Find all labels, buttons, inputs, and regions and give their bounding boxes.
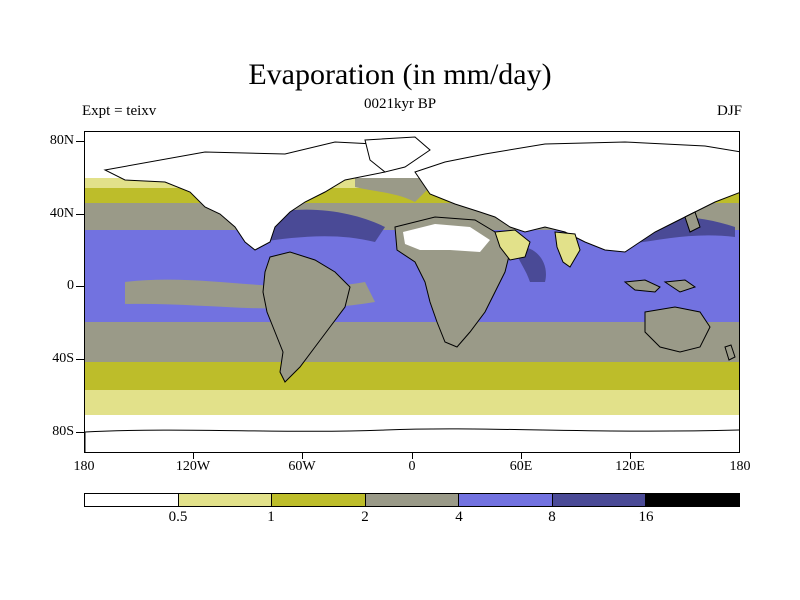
y-tick-label: 40N (49, 206, 74, 221)
plot-title: Evaporation (in mm/day) (248, 58, 552, 91)
x-tick-label: 0 (408, 459, 416, 474)
colorbar-segment (459, 494, 553, 506)
x-tick-label: 60E (509, 459, 533, 474)
season-label: DJF (716, 103, 742, 119)
x-tick-label: 180 (73, 459, 95, 474)
colorbar-label: 8 (548, 509, 556, 525)
y-tick (76, 432, 84, 433)
x-tick-label: 180 (729, 459, 751, 474)
eurasia (414, 141, 739, 253)
south-america (262, 251, 351, 383)
indonesia (623, 279, 661, 293)
plot-subtitle: 0021kyr BP (363, 96, 437, 112)
y-tick (76, 214, 84, 215)
x-tick-label: 120W (175, 459, 211, 474)
colorbar-label: 0.5 (168, 509, 188, 525)
continents (85, 136, 739, 452)
colorbar-segment (178, 494, 273, 506)
north-america (103, 141, 417, 251)
australia (644, 306, 711, 353)
x-tick (521, 453, 522, 459)
x-tick (630, 453, 631, 459)
colorbar (84, 493, 740, 507)
india (554, 231, 581, 268)
greenland (364, 136, 431, 173)
arabia (494, 229, 531, 261)
y-tick (76, 141, 84, 142)
colorbar-segment (552, 494, 647, 506)
colorbar-segment (365, 494, 460, 506)
x-tick (193, 453, 194, 459)
colorbar-label: 2 (361, 509, 369, 525)
colorbar-label: 1 (267, 509, 275, 525)
y-tick (76, 359, 84, 360)
y-tick-label: 80S (52, 424, 74, 439)
x-tick (302, 453, 303, 459)
colorbar-segment (85, 494, 179, 506)
y-tick (76, 286, 84, 287)
y-tick-label: 40S (52, 351, 74, 366)
y-tick-label: 0 (67, 278, 74, 293)
y-tick-label: 80N (49, 133, 74, 148)
experiment-label: Expt = teixv (82, 103, 157, 119)
colorbar-label: 4 (455, 509, 463, 525)
colorbar-segment (646, 494, 740, 506)
x-tick-label: 60W (288, 459, 316, 474)
map-canvas (85, 132, 739, 452)
x-tick-label: 120E (615, 459, 645, 474)
colorbar-label: 16 (638, 509, 654, 525)
colorbar-segment (272, 494, 366, 506)
antarctica (85, 428, 739, 452)
evaporation-map (84, 131, 740, 453)
x-tick (412, 453, 413, 459)
